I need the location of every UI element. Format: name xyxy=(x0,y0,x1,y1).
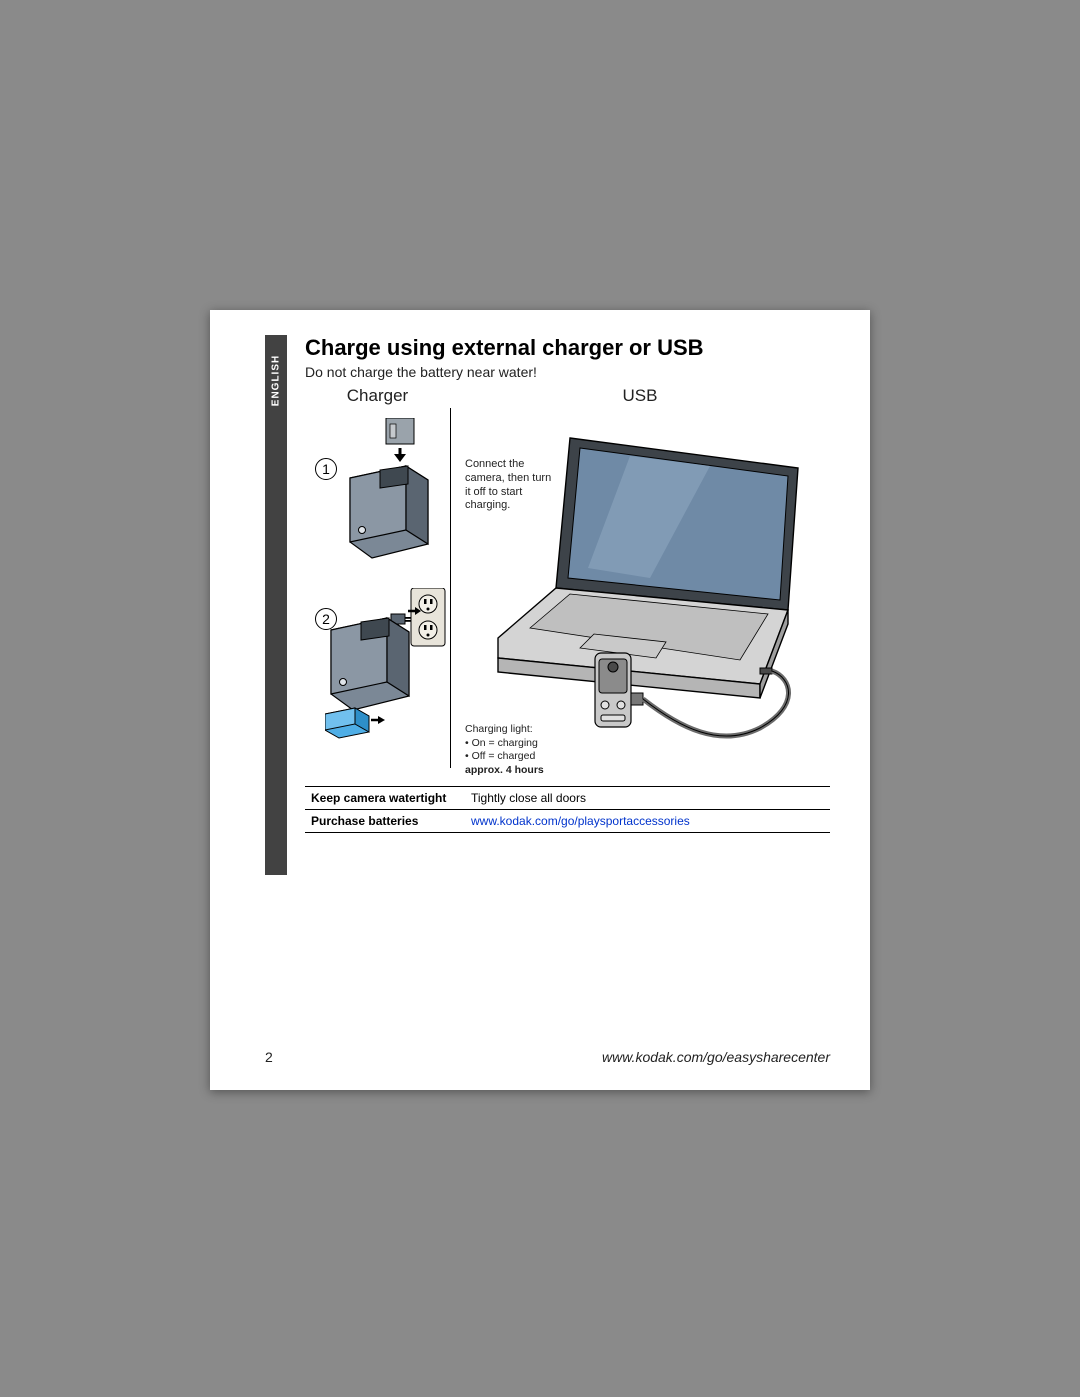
page-content: Charge using external charger or USB Do … xyxy=(305,335,830,833)
page-number: 2 xyxy=(265,1049,273,1065)
watertight-value: Tightly close all doors xyxy=(465,787,830,810)
column-headers: Charger USB xyxy=(305,386,830,406)
language-label: ENGLISH xyxy=(271,355,282,406)
charging-approx: approx. 4 hours xyxy=(465,764,544,778)
charging-light-text: Charging light: • On = charging • Off = … xyxy=(465,723,544,778)
usb-instruction-text: Connect the camera, then turn it off to … xyxy=(465,458,555,513)
warning-text: Do not charge the battery near water! xyxy=(305,364,830,380)
language-tab: ENGLISH xyxy=(265,335,287,875)
footer-url: www.kodak.com/go/easysharecenter xyxy=(602,1049,830,1065)
column-divider xyxy=(450,408,451,768)
charger-heading: Charger xyxy=(305,386,450,406)
charging-on-line: • On = charging xyxy=(465,737,544,751)
batteries-label: Purchase batteries xyxy=(305,810,465,833)
info-table: Keep camera watertight Tightly close all… xyxy=(305,786,830,833)
charging-off-line: • Off = charged xyxy=(465,750,544,764)
page-title: Charge using external charger or USB xyxy=(305,335,830,361)
diagram-area: 1 2 xyxy=(305,408,830,778)
watertight-label: Keep camera watertight xyxy=(305,787,465,810)
charging-light-heading: Charging light: xyxy=(465,723,544,737)
step-1-badge: 1 xyxy=(315,458,337,480)
page-footer: 2 www.kodak.com/go/easysharecenter xyxy=(265,1049,830,1065)
batteries-value: www.kodak.com/go/playsportaccessories xyxy=(465,810,830,833)
accessories-link[interactable]: www.kodak.com/go/playsportaccessories xyxy=(471,814,690,828)
charger-step2-figure xyxy=(325,588,450,758)
table-row: Keep camera watertight Tightly close all… xyxy=(305,787,830,810)
charger-step1-figure xyxy=(340,418,440,568)
table-row: Purchase batteries www.kodak.com/go/play… xyxy=(305,810,830,833)
usb-heading: USB xyxy=(450,386,830,406)
manual-page: ENGLISH Charge using external charger or… xyxy=(210,310,870,1090)
